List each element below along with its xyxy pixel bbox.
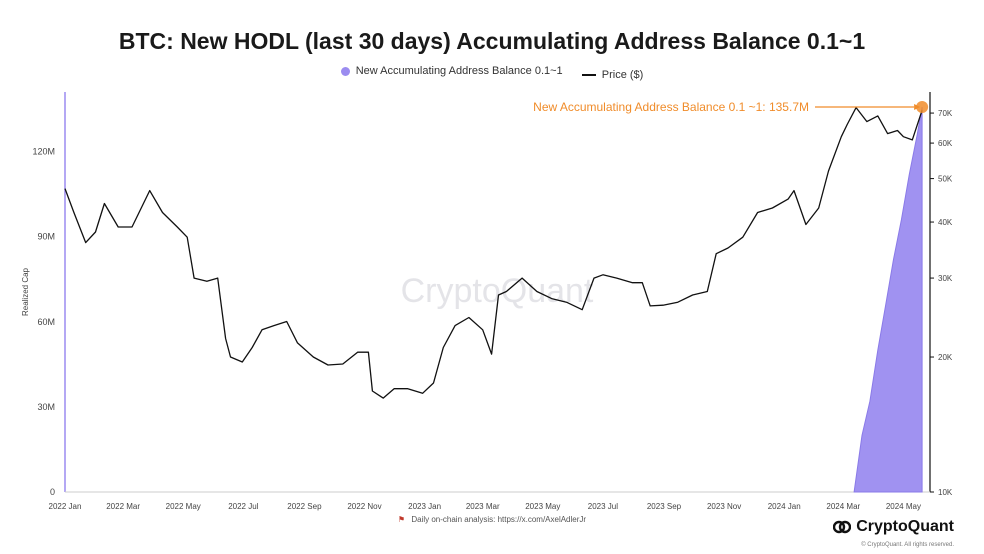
- axes: 0 30M 60M 90M 120M 10K 20K 30K 40K 50K 60K 70K Reali…: [21, 92, 953, 511]
- y-right-tick-label: 30K: [938, 274, 953, 283]
- y-left-tick-label: 120M: [32, 147, 55, 157]
- x-tick-label: 2022 Jul: [228, 502, 258, 511]
- x-tick-label: 2023 Jan: [408, 502, 441, 511]
- legend-swatch-price: [581, 73, 596, 76]
- x-tick-label: 2023 Jul: [588, 502, 618, 511]
- chart-title: BTC: New HODL (last 30 days) Accumulatin…: [118, 28, 866, 54]
- x-tick-label: 2024 Mar: [826, 502, 860, 511]
- brand-logo: CryptoQuant: [833, 518, 954, 536]
- brand-name: CryptoQuant: [856, 518, 954, 535]
- cryptoquant-logo-icon: [833, 520, 852, 534]
- x-tick-label: 2023 Sep: [647, 502, 682, 511]
- y-axis-label: Realized Cap: [21, 267, 30, 316]
- annotation-marker: [916, 101, 929, 114]
- annotation-label: New Accumulating Address Balance 0.1 ~1:…: [533, 100, 809, 114]
- x-tick-label: 2022 May: [166, 502, 201, 511]
- legend: New Accumulating Address Balance 0.1~1 P…: [0, 65, 984, 81]
- x-tick-label: 2023 Nov: [707, 502, 741, 511]
- price-line: [64, 106, 923, 399]
- y-right-tick-label: 10K: [938, 488, 953, 497]
- x-tick-label: 2024 Jan: [768, 502, 801, 511]
- y-left-tick-label: 30M: [37, 402, 55, 412]
- source-note: ⚑ Daily on-chain analysis: https://x.com…: [0, 515, 984, 524]
- balance-area: [853, 106, 923, 493]
- y-right-tick-label: 40K: [938, 218, 953, 227]
- y-left-tick-label: 0: [50, 487, 55, 497]
- x-tick-label: 2022 Sep: [287, 502, 322, 511]
- x-tick-label: 2023 May: [525, 502, 560, 511]
- series-price-line: [64, 106, 923, 399]
- y-right-tick-label: 60K: [938, 139, 953, 148]
- x-tick-label: 2022 Nov: [347, 502, 381, 511]
- y-left-tick-label: 60M: [37, 317, 55, 327]
- legend-swatch-balance: [340, 66, 350, 76]
- x-tick-label: 2022 Mar: [106, 502, 140, 511]
- y-right-tick-label: 70K: [938, 109, 953, 118]
- legend-label-price: Price ($): [601, 68, 644, 81]
- annotation-group: New Accumulating Address Balance 0.1 ~1:…: [533, 100, 929, 114]
- x-tick-label: 2023 Mar: [466, 502, 500, 511]
- flag-icon: ⚑: [397, 515, 406, 524]
- source-text: Daily on-chain analysis: https://x.com/A…: [411, 515, 587, 524]
- y-left-tick-label: 90M: [37, 232, 55, 242]
- x-tick-label: 2022 Jan: [49, 502, 82, 511]
- x-tick-label: 2024 May: [886, 502, 921, 511]
- y-right-tick-label: 50K: [938, 175, 953, 184]
- legend-item-balance[interactable]: New Accumulating Address Balance 0.1~1: [340, 65, 563, 77]
- copyright: © CryptoQuant. All rights reserved.: [861, 542, 954, 548]
- legend-label-balance: New Accumulating Address Balance 0.1~1: [355, 65, 563, 77]
- legend-item-price[interactable]: Price ($): [581, 68, 644, 81]
- series-balance-area: [853, 106, 923, 493]
- y-right-tick-label: 20K: [938, 353, 953, 362]
